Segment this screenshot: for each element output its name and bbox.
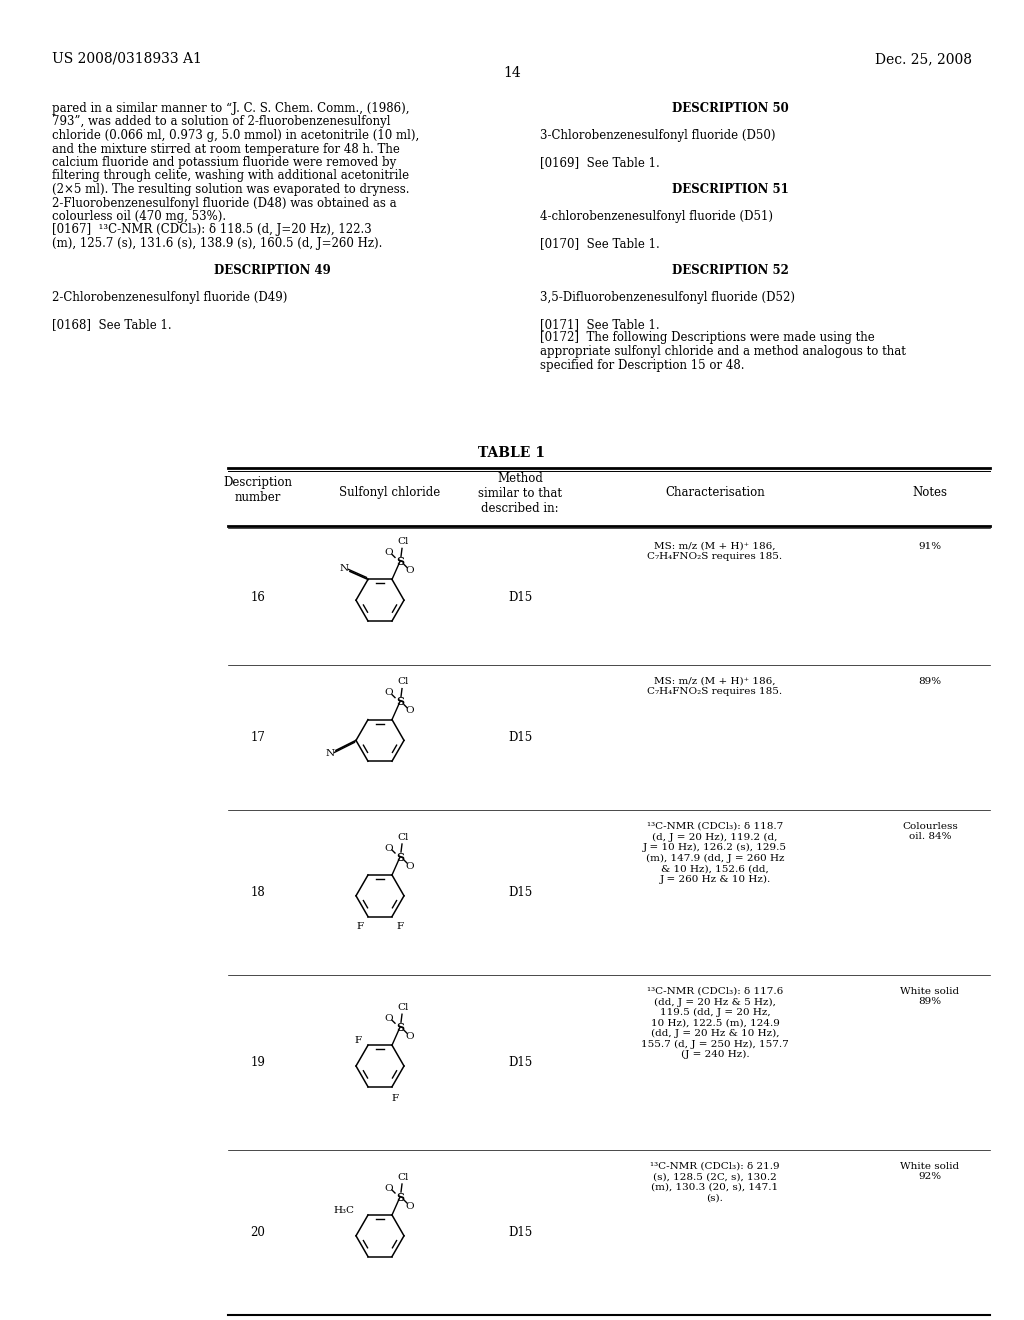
Text: [0170]  See Table 1.: [0170] See Table 1. — [540, 238, 659, 249]
Text: ¹³C-NMR (CDCl₃): δ 21.9
(s), 128.5 (2C, s), 130.2
(m), 130.3 (20, s), 147.1
(s).: ¹³C-NMR (CDCl₃): δ 21.9 (s), 128.5 (2C, … — [650, 1162, 780, 1203]
Text: [0168]  See Table 1.: [0168] See Table 1. — [52, 318, 172, 331]
Text: DESCRIPTION 52: DESCRIPTION 52 — [672, 264, 788, 277]
Text: 16: 16 — [251, 591, 265, 605]
Text: F: F — [396, 923, 403, 931]
Text: MS: m/z (M + H)⁺ 186,
C₇H₄FNO₂S requires 185.: MS: m/z (M + H)⁺ 186, C₇H₄FNO₂S requires… — [647, 677, 782, 697]
Text: appropriate sulfonyl chloride and a method analogous to that: appropriate sulfonyl chloride and a meth… — [540, 345, 906, 358]
Text: D15: D15 — [508, 1056, 532, 1069]
Text: chloride (0.066 ml, 0.973 g, 5.0 mmol) in acetonitrile (10 ml),: chloride (0.066 ml, 0.973 g, 5.0 mmol) i… — [52, 129, 419, 143]
Text: Description
number: Description number — [223, 477, 293, 504]
Text: F: F — [391, 1094, 398, 1104]
Text: Notes: Notes — [912, 486, 947, 499]
Text: 4-chlorobenzenesulfonyl fluoride (D51): 4-chlorobenzenesulfonyl fluoride (D51) — [540, 210, 773, 223]
Text: S: S — [396, 556, 404, 566]
Text: D15: D15 — [508, 1226, 532, 1239]
Text: colourless oil (470 mg, 53%).: colourless oil (470 mg, 53%). — [52, 210, 226, 223]
Text: (m), 125.7 (s), 131.6 (s), 138.9 (s), 160.5 (d, J=260 Hz).: (m), 125.7 (s), 131.6 (s), 138.9 (s), 16… — [52, 238, 382, 249]
Text: 19: 19 — [251, 1056, 265, 1069]
Text: 89%: 89% — [919, 677, 941, 686]
Text: 3-Chlorobenzenesulfonyl fluoride (D50): 3-Chlorobenzenesulfonyl fluoride (D50) — [540, 129, 775, 143]
Text: N: N — [339, 564, 348, 573]
Text: O: O — [385, 1184, 393, 1192]
Text: O: O — [406, 566, 415, 576]
Text: DESCRIPTION 49: DESCRIPTION 49 — [214, 264, 331, 277]
Text: S: S — [396, 1022, 404, 1032]
Text: White solid
89%: White solid 89% — [900, 987, 959, 1006]
Text: O: O — [385, 548, 393, 557]
Text: 2-Chlorobenzenesulfonyl fluoride (D49): 2-Chlorobenzenesulfonyl fluoride (D49) — [52, 290, 288, 304]
Text: specified for Description 15 or 48.: specified for Description 15 or 48. — [540, 359, 744, 371]
Text: 2-Fluorobenzenesulfonyl fluoride (D48) was obtained as a: 2-Fluorobenzenesulfonyl fluoride (D48) w… — [52, 197, 396, 210]
Text: F: F — [354, 1036, 361, 1044]
Text: DESCRIPTION 51: DESCRIPTION 51 — [672, 183, 788, 195]
Text: F: F — [356, 923, 364, 931]
Text: White solid
92%: White solid 92% — [900, 1162, 959, 1181]
Text: Cl: Cl — [397, 1003, 409, 1011]
Text: [0172]  The following Descriptions were made using the: [0172] The following Descriptions were m… — [540, 331, 874, 345]
Text: 17: 17 — [251, 731, 265, 744]
Text: Cl: Cl — [397, 833, 409, 842]
Text: ¹³C-NMR (CDCl₃): δ 118.7
(d, J = 20 Hz), 119.2 (d,
J = 10 Hz), 126.2 (s), 129.5
: ¹³C-NMR (CDCl₃): δ 118.7 (d, J = 20 Hz),… — [643, 822, 787, 883]
Text: O: O — [385, 1014, 393, 1023]
Text: Cl: Cl — [397, 537, 409, 546]
Text: 14: 14 — [503, 66, 521, 81]
Text: Characterisation: Characterisation — [666, 486, 765, 499]
Text: S: S — [396, 696, 404, 708]
Text: D15: D15 — [508, 886, 532, 899]
Text: Dec. 25, 2008: Dec. 25, 2008 — [874, 51, 972, 66]
Text: ¹³C-NMR (CDCl₃): δ 117.6
(dd, J = 20 Hz & 5 Hz),
119.5 (dd, J = 20 Hz,
10 Hz), 1: ¹³C-NMR (CDCl₃): δ 117.6 (dd, J = 20 Hz … — [641, 987, 788, 1059]
Text: Cl: Cl — [397, 1172, 409, 1181]
Text: O: O — [406, 862, 415, 870]
Text: D15: D15 — [508, 591, 532, 605]
Text: (2×5 ml). The resulting solution was evaporated to dryness.: (2×5 ml). The resulting solution was eva… — [52, 183, 410, 195]
Text: Method
similar to that
described in:: Method similar to that described in: — [478, 473, 562, 515]
Text: Sulfonyl chloride: Sulfonyl chloride — [339, 486, 440, 499]
Text: Colourless
oil. 84%: Colourless oil. 84% — [902, 822, 957, 841]
Text: O: O — [406, 1201, 415, 1210]
Text: and the mixture stirred at room temperature for 48 h. The: and the mixture stirred at room temperat… — [52, 143, 400, 156]
Text: O: O — [406, 1032, 415, 1040]
Text: [0167]  ¹³C-NMR (CDCl₃): δ 118.5 (d, J=20 Hz), 122.3: [0167] ¹³C-NMR (CDCl₃): δ 118.5 (d, J=20… — [52, 223, 372, 236]
Text: TABLE 1: TABLE 1 — [478, 446, 546, 459]
Text: US 2008/0318933 A1: US 2008/0318933 A1 — [52, 51, 202, 66]
Text: O: O — [406, 706, 415, 715]
Text: Cl: Cl — [397, 677, 409, 686]
Text: MS: m/z (M + H)⁺ 186,
C₇H₄FNO₂S requires 185.: MS: m/z (M + H)⁺ 186, C₇H₄FNO₂S requires… — [647, 543, 782, 561]
Text: O: O — [385, 688, 393, 697]
Text: S: S — [396, 851, 404, 862]
Text: N: N — [326, 748, 335, 758]
Text: calcium fluoride and potassium fluoride were removed by: calcium fluoride and potassium fluoride … — [52, 156, 396, 169]
Text: pared in a similar manner to “J. C. S. Chem. Comm., (1986),: pared in a similar manner to “J. C. S. C… — [52, 102, 410, 115]
Text: S: S — [396, 1192, 404, 1203]
Text: [0171]  See Table 1.: [0171] See Table 1. — [540, 318, 659, 331]
Text: filtering through celite, washing with additional acetonitrile: filtering through celite, washing with a… — [52, 169, 410, 182]
Text: H₃C: H₃C — [333, 1205, 354, 1214]
Text: 18: 18 — [251, 886, 265, 899]
Text: 3,5-Difluorobenzenesulfonyl fluoride (D52): 3,5-Difluorobenzenesulfonyl fluoride (D5… — [540, 290, 795, 304]
Text: 91%: 91% — [919, 543, 941, 550]
Text: D15: D15 — [508, 731, 532, 744]
Text: 793”, was added to a solution of 2-fluorobenzenesulfonyl: 793”, was added to a solution of 2-fluor… — [52, 116, 390, 128]
Text: 20: 20 — [251, 1226, 265, 1239]
Text: O: O — [385, 843, 393, 853]
Text: DESCRIPTION 50: DESCRIPTION 50 — [672, 102, 788, 115]
Text: [0169]  See Table 1.: [0169] See Table 1. — [540, 156, 659, 169]
